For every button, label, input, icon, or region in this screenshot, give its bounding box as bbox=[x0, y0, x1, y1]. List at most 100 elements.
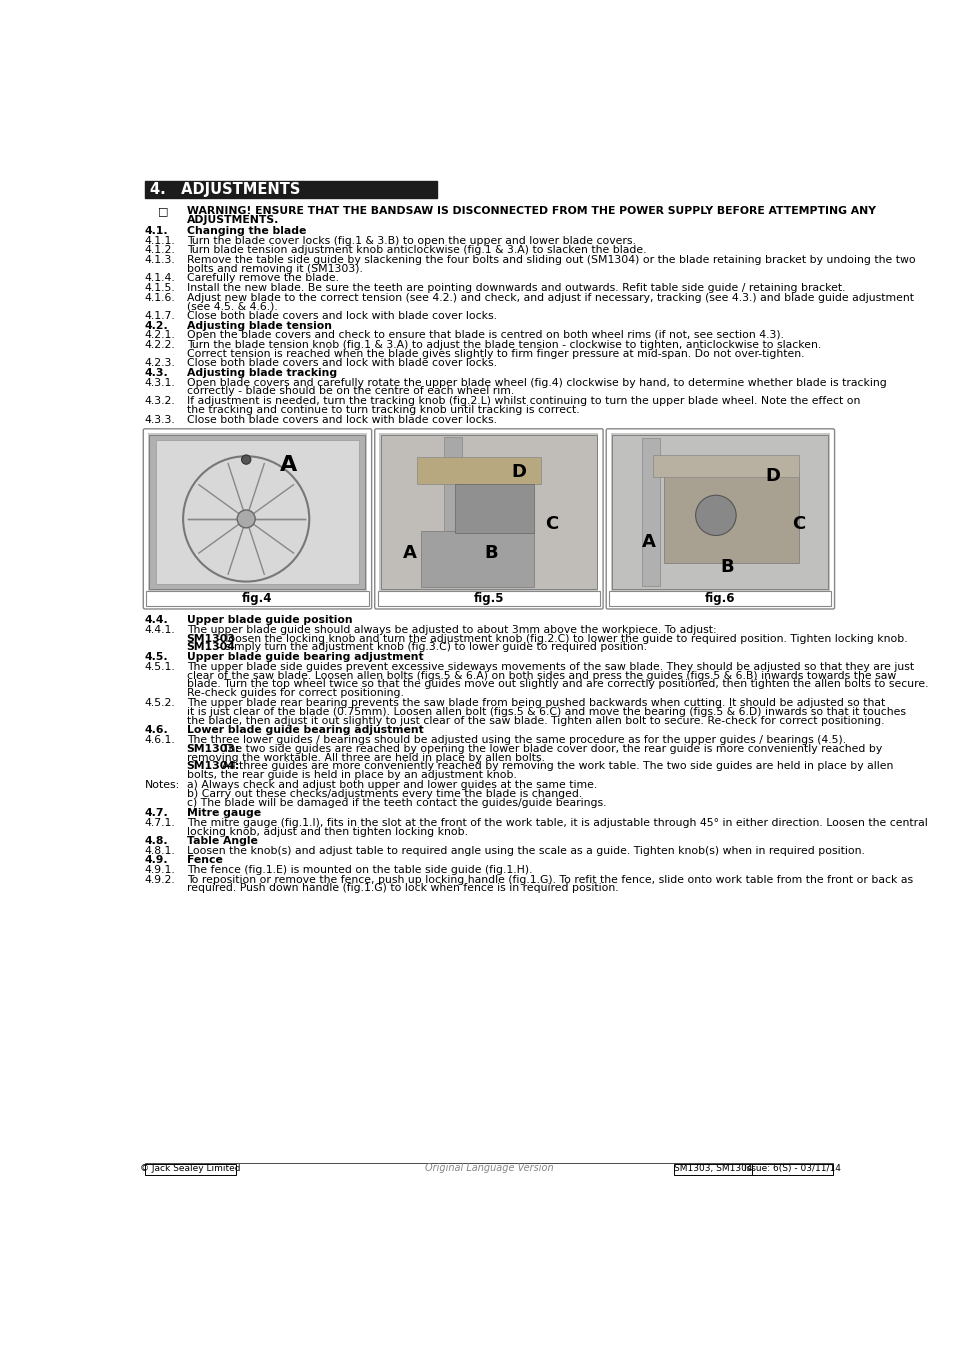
Bar bbox=[148, 433, 367, 590]
Text: (see 4.5. & 4.6.).: (see 4.5. & 4.6.). bbox=[187, 301, 277, 312]
Text: 4.1.6.: 4.1.6. bbox=[145, 293, 175, 302]
Text: 4.4.: 4.4. bbox=[145, 616, 169, 625]
Text: bolts and removing it (SM1303).: bolts and removing it (SM1303). bbox=[187, 263, 362, 274]
Text: 4.1.3.: 4.1.3. bbox=[145, 255, 175, 265]
Text: SM1303, SM1304: SM1303, SM1304 bbox=[673, 1164, 751, 1173]
Text: Adjusting blade tension: Adjusting blade tension bbox=[187, 320, 332, 331]
Text: 4.1.1.: 4.1.1. bbox=[145, 235, 175, 246]
Text: clear of the saw blade. Loosen allen bolts (figs.5 & 6.A) on both sides and pres: clear of the saw blade. Loosen allen bol… bbox=[187, 671, 895, 680]
Text: 4.7.: 4.7. bbox=[145, 809, 169, 818]
Text: Changing the blade: Changing the blade bbox=[187, 225, 306, 236]
Text: Notes:: Notes: bbox=[145, 780, 180, 790]
Text: b) Carry out these checks/adjustments every time the blade is changed.: b) Carry out these checks/adjustments ev… bbox=[187, 788, 581, 799]
Text: A: A bbox=[403, 544, 416, 562]
Text: C: C bbox=[792, 516, 805, 533]
Text: The upper blade guide should always be adjusted to about 3mm above the workpiece: The upper blade guide should always be a… bbox=[187, 625, 716, 634]
Text: correctly - blade should be on the centre of each wheel rim.: correctly - blade should be on the centr… bbox=[187, 386, 514, 397]
Text: Correct tension is reached when the blade gives slightly to firm finger pressure: Correct tension is reached when the blad… bbox=[187, 348, 803, 359]
Text: Open the blade covers and check to ensure that blade is centred on both wheel ri: Open the blade covers and check to ensur… bbox=[187, 331, 782, 340]
Text: c) The blade will be damaged if the teeth contact the guides/guide bearings.: c) The blade will be damaged if the teet… bbox=[187, 798, 605, 807]
Bar bbox=[443, 436, 461, 585]
FancyBboxPatch shape bbox=[143, 429, 372, 609]
Bar bbox=[146, 590, 368, 606]
Text: 4.2.3.: 4.2.3. bbox=[145, 358, 175, 369]
Text: locking knob, adjust and then tighten locking knob.: locking knob, adjust and then tighten lo… bbox=[187, 826, 467, 837]
Text: 4.2.1.: 4.2.1. bbox=[145, 331, 175, 340]
Text: Re-check guides for correct positioning.: Re-check guides for correct positioning. bbox=[187, 688, 403, 698]
Text: B: B bbox=[484, 544, 497, 562]
Text: D: D bbox=[511, 463, 526, 481]
Bar bbox=[663, 471, 799, 563]
Text: Close both blade covers and lock with blade cover locks.: Close both blade covers and lock with bl… bbox=[187, 310, 497, 321]
Text: 4.2.: 4.2. bbox=[145, 320, 169, 331]
Text: SM1304: SM1304 bbox=[187, 643, 235, 652]
Text: 4.6.1.: 4.6.1. bbox=[145, 734, 175, 745]
Text: □: □ bbox=[158, 207, 169, 216]
Text: Adjusting blade tracking: Adjusting blade tracking bbox=[187, 369, 336, 378]
Text: 4.2.2.: 4.2.2. bbox=[145, 340, 175, 350]
Bar bbox=[455, 483, 534, 533]
Text: removing the worktable. All three are held in place by allen bolts.: removing the worktable. All three are he… bbox=[187, 752, 544, 763]
Text: 4.1.2.: 4.1.2. bbox=[145, 246, 175, 255]
Circle shape bbox=[695, 495, 736, 536]
Text: 4.5.2.: 4.5.2. bbox=[145, 698, 175, 707]
Text: Turn the blade tension knob (fig.1 & 3.A) to adjust the blade tension - clockwis: Turn the blade tension knob (fig.1 & 3.A… bbox=[187, 340, 821, 350]
Text: The fence (fig.1.E) is mounted on the table side guide (fig.1.H).: The fence (fig.1.E) is mounted on the ta… bbox=[187, 865, 532, 875]
Text: Original Language Version: Original Language Version bbox=[424, 1164, 553, 1173]
Text: The three lower guides / bearings should be adjusted using the same procedure as: The three lower guides / bearings should… bbox=[187, 734, 845, 745]
Text: 4.9.1.: 4.9.1. bbox=[145, 865, 175, 875]
Text: - loosen the locking knob and turn the adjustment knob (fig.2.C) to lower the gu: - loosen the locking knob and turn the a… bbox=[217, 633, 906, 644]
Text: Issue: 6(S) - 03/11/14: Issue: 6(S) - 03/11/14 bbox=[743, 1164, 840, 1173]
Text: D: D bbox=[764, 467, 780, 485]
Text: If adjustment is needed, turn the tracking knob (fig.2.L) whilst continuing to t: If adjustment is needed, turn the tracki… bbox=[187, 396, 860, 406]
Text: 4.6.: 4.6. bbox=[145, 725, 169, 736]
Bar bbox=[380, 435, 597, 589]
Bar bbox=[421, 531, 534, 587]
FancyBboxPatch shape bbox=[375, 429, 602, 609]
Text: a) Always check and adjust both upper and lower guides at the same time.: a) Always check and adjust both upper an… bbox=[187, 780, 597, 790]
Text: The mitre gauge (fig.1.I), fits in the slot at the front of the work table, it i: The mitre gauge (fig.1.I), fits in the s… bbox=[187, 818, 926, 828]
Text: the tracking and continue to turn tracking knob until tracking is correct.: the tracking and continue to turn tracki… bbox=[187, 405, 578, 414]
Bar bbox=[377, 590, 599, 606]
Text: Turn the blade cover locks (fig.1 & 3.B) to open the upper and lower blade cover: Turn the blade cover locks (fig.1 & 3.B)… bbox=[187, 235, 635, 246]
Bar bbox=[652, 455, 799, 477]
Text: the blade, then adjust it out slightly to just clear of the saw blade. Tighten a: the blade, then adjust it out slightly t… bbox=[187, 716, 883, 726]
Bar bbox=[379, 433, 598, 590]
Text: Remove the table side guide by slackening the four bolts and sliding out (SM1304: Remove the table side guide by slackenin… bbox=[187, 255, 914, 265]
Bar bbox=[751, 1164, 832, 1174]
Bar bbox=[610, 433, 829, 590]
Text: 4.9.: 4.9. bbox=[145, 856, 169, 865]
Text: 4.8.1.: 4.8.1. bbox=[145, 845, 175, 856]
Text: 4.8.: 4.8. bbox=[145, 836, 169, 846]
Text: All three guides are more conveniently reached by removing the work table. The t: All three guides are more conveniently r… bbox=[222, 761, 893, 771]
Bar bbox=[640, 437, 659, 586]
Text: 4.   ADJUSTMENTS: 4. ADJUSTMENTS bbox=[150, 182, 300, 197]
Text: required. Push down handle (fig.1.G) to lock when fence is in required position.: required. Push down handle (fig.1.G) to … bbox=[187, 883, 618, 894]
Text: - simply turn the adjustment knob (fig.3.C) to lower guide to required position.: - simply turn the adjustment knob (fig.3… bbox=[217, 643, 646, 652]
Text: ADJUSTMENTS.: ADJUSTMENTS. bbox=[187, 215, 279, 224]
Text: SM1303:: SM1303: bbox=[187, 744, 240, 753]
Text: 4.3.3.: 4.3.3. bbox=[145, 414, 175, 424]
Text: Fence: Fence bbox=[187, 856, 222, 865]
Text: Adjust new blade to the correct tension (see 4.2.) and check, and adjust if nece: Adjust new blade to the correct tension … bbox=[187, 293, 913, 302]
Text: 4.9.2.: 4.9.2. bbox=[145, 875, 175, 884]
Text: 4.4.1.: 4.4.1. bbox=[145, 625, 175, 634]
Text: Close both blade covers and lock with blade cover locks.: Close both blade covers and lock with bl… bbox=[187, 414, 497, 424]
Text: WARNING! ENSURE THAT THE BANDSAW IS DISCONNECTED FROM THE POWER SUPPLY BEFORE AT: WARNING! ENSURE THAT THE BANDSAW IS DISC… bbox=[187, 207, 876, 216]
Bar bbox=[145, 1164, 236, 1174]
Bar bbox=[674, 1164, 751, 1174]
Text: 4.1.: 4.1. bbox=[145, 225, 169, 236]
Text: 4.5.: 4.5. bbox=[145, 652, 169, 662]
Text: Upper blade guide bearing adjustment: Upper blade guide bearing adjustment bbox=[187, 652, 423, 662]
Text: fig.5: fig.5 bbox=[474, 591, 503, 605]
Text: A: A bbox=[279, 455, 297, 475]
Text: 4.3.: 4.3. bbox=[145, 369, 169, 378]
Text: Loosen the knob(s) and adjust table to required angle using the scale as a guide: Loosen the knob(s) and adjust table to r… bbox=[187, 845, 863, 856]
Text: Close both blade covers and lock with blade cover locks.: Close both blade covers and lock with bl… bbox=[187, 358, 497, 369]
FancyBboxPatch shape bbox=[605, 429, 834, 609]
Text: Turn blade tension adjustment knob anticlockwise (fig.1 & 3.A) to slacken the bl: Turn blade tension adjustment knob antic… bbox=[187, 246, 645, 255]
Bar bbox=[150, 435, 365, 589]
Text: C: C bbox=[545, 516, 558, 533]
Text: © Jack Sealey Limited: © Jack Sealey Limited bbox=[140, 1164, 240, 1173]
Text: The two side guides are reached by opening the lower blade cover door, the rear : The two side guides are reached by openi… bbox=[222, 744, 882, 753]
